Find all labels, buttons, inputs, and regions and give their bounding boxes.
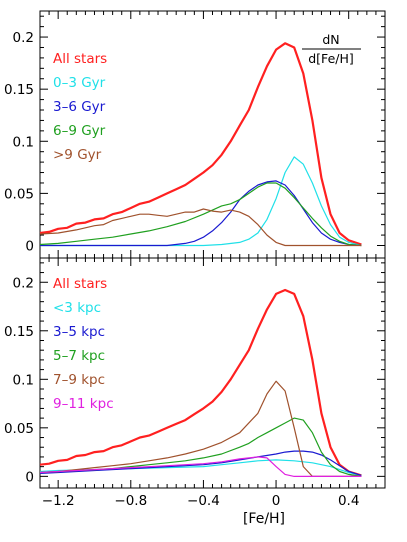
legend-entry: 0–3 Gyr <box>53 75 106 91</box>
x-tick-label: −1.2 <box>42 493 75 509</box>
legend-entry: All stars <box>53 51 107 67</box>
x-tick-label: −0.4 <box>187 493 220 509</box>
series-line <box>39 450 362 476</box>
y-tick-label: 0.05 <box>4 421 34 437</box>
y-tick-label: 0.15 <box>4 82 34 98</box>
x-axis-title: [Fe/H] <box>243 511 285 527</box>
series-line <box>39 182 362 247</box>
legend-entry: 3–6 Gyr <box>53 99 106 115</box>
y-tick-label: 0.05 <box>4 186 34 202</box>
y-tick-label: 0 <box>25 238 34 254</box>
x-tick-label: 0.4 <box>338 493 359 509</box>
y-tick-label: 0 <box>25 469 34 485</box>
bottom-panel: 0 0.05 0.1 0.15 0.2 −1.2 −0.8 −0.4 0 0.4 All stars… <box>4 257 386 509</box>
y-label-numerator: dN <box>322 32 339 47</box>
y-tick-label: 0.15 <box>4 324 34 340</box>
legend-entry: >9 Gyr <box>53 147 102 163</box>
series-line <box>39 380 362 477</box>
legend-entry: 6–9 Gyr <box>53 123 106 139</box>
y-label-denominator: d[Fe/H] <box>308 51 354 66</box>
legend-entry: 5–7 kpc <box>53 348 105 364</box>
y-axis-label: dN d[Fe/H] <box>302 32 361 66</box>
legend-entry: <3 kpc <box>53 300 101 316</box>
series-line <box>39 417 362 477</box>
series-line <box>40 180 362 247</box>
x-tick-label: −0.8 <box>114 493 147 509</box>
y-tick-label: 0.2 <box>13 30 34 46</box>
y-tick-label: 0.1 <box>13 134 34 150</box>
top-panel: 0 0.05 0.1 0.15 0.2 All stars 0–3 Gyr 3–6 Gyr 6–… <box>4 10 386 259</box>
series-line <box>39 288 362 477</box>
y-tick-label: 0.1 <box>13 372 34 388</box>
series-line <box>40 156 362 247</box>
series-line <box>39 208 362 247</box>
legend-entry: 9–11 kpc <box>53 396 114 412</box>
y-tick-label: 0.2 <box>13 275 34 291</box>
series-line <box>39 459 362 476</box>
legend-entry: 7–9 kpc <box>53 372 105 388</box>
legend-entry: All stars <box>53 276 107 292</box>
series-line <box>39 42 362 246</box>
legend-entry: 3–5 kpc <box>53 324 105 340</box>
series-line <box>39 456 362 477</box>
x-tick-label: 0 <box>272 493 281 509</box>
